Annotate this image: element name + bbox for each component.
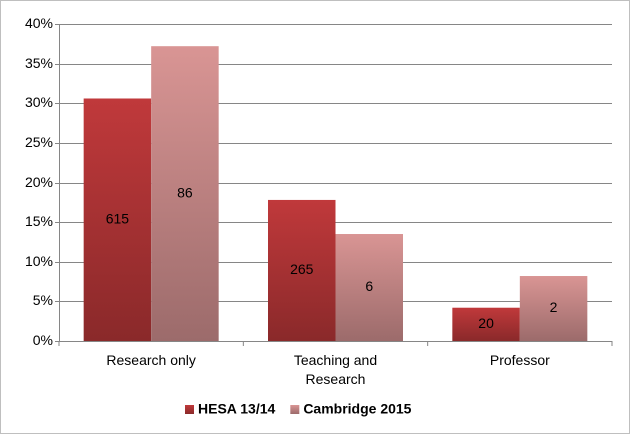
y-tick-label: 10% xyxy=(25,253,53,269)
data-label: 265 xyxy=(290,261,314,277)
data-label: 615 xyxy=(106,210,130,226)
data-label: 20 xyxy=(478,315,494,331)
y-tick-label: 25% xyxy=(25,134,53,150)
x-tick-label: Teaching and Research xyxy=(293,352,378,387)
bar xyxy=(335,234,403,341)
bar xyxy=(151,46,219,341)
legend-label: Cambridge 2015 xyxy=(303,401,411,417)
y-tick-label: 5% xyxy=(33,292,53,308)
bar xyxy=(268,199,336,341)
x-tick-label: Professor xyxy=(489,352,550,368)
data-label: 2 xyxy=(550,299,558,315)
data-label: 6 xyxy=(365,278,373,294)
legend-label: HESA 13/14 xyxy=(198,401,276,417)
bar xyxy=(83,98,152,342)
bar xyxy=(519,276,588,341)
y-tick-label: 40% xyxy=(25,15,53,31)
y-tick-label: 30% xyxy=(25,94,53,110)
bar xyxy=(452,307,520,341)
legend-swatch xyxy=(185,405,194,414)
y-tick-label: 20% xyxy=(25,174,53,190)
legend-swatch xyxy=(290,405,300,414)
y-tick-label: 15% xyxy=(25,213,53,229)
y-tick-label: 0% xyxy=(33,332,53,348)
y-tick-label: 35% xyxy=(25,55,53,71)
x-tick-label: Research only xyxy=(106,352,196,368)
data-label: 86 xyxy=(177,184,193,200)
